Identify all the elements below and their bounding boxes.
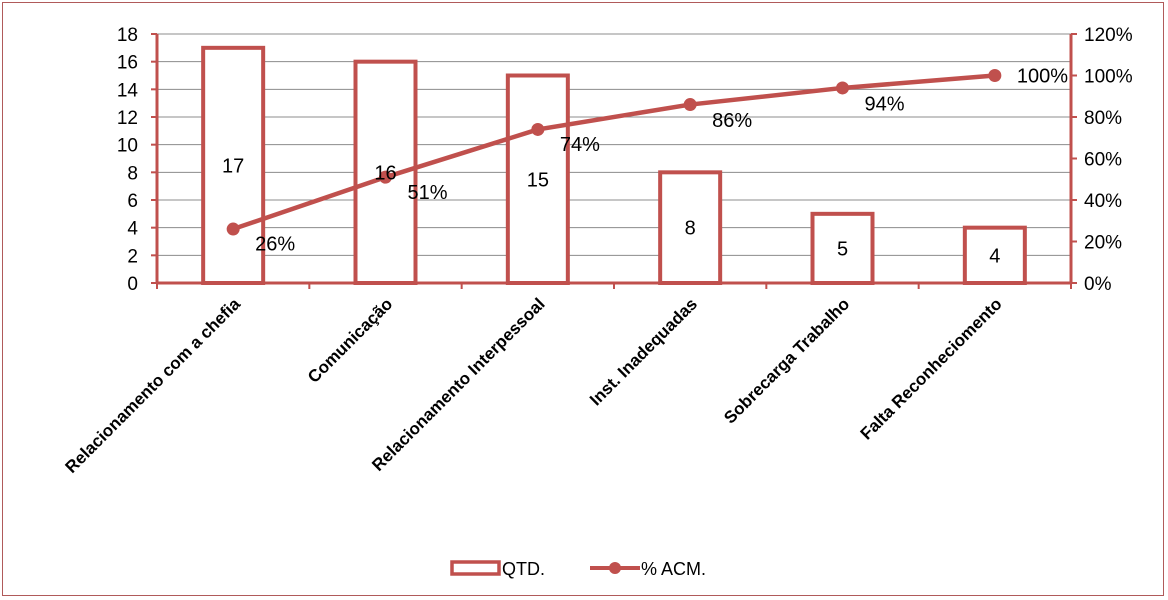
right-tick-label: 40% bbox=[1084, 191, 1122, 212]
line-path bbox=[232, 73, 996, 232]
category-label: Inst. Inadequadas bbox=[586, 294, 701, 409]
right-tick-label: 0% bbox=[1084, 274, 1112, 295]
line-series bbox=[226, 69, 1002, 236]
gridlines bbox=[157, 33, 1071, 256]
line-data-label: 74% bbox=[560, 134, 600, 156]
category-labels: Relacionamento com a chefia ComunicaçãoRe… bbox=[62, 294, 1006, 477]
category-label: Relacionamento com a chefia bbox=[62, 294, 245, 477]
left-tick-label: 16 bbox=[117, 53, 138, 74]
line-data-labels: 26% 51% 74% 86% 94% 100% bbox=[255, 66, 1068, 256]
line-point bbox=[836, 81, 849, 95]
category-label: Relacionamento Interpessoal bbox=[368, 294, 548, 474]
line-point bbox=[379, 170, 392, 184]
category-label: Falta Reconheciomento bbox=[857, 294, 1006, 443]
legend-bar-label: QTD. bbox=[502, 559, 545, 579]
bar-data-label: 15 bbox=[527, 169, 549, 191]
left-tick-label: 2 bbox=[127, 246, 138, 267]
line-data-label: 26% bbox=[255, 234, 295, 256]
right-axis-ticks: 0% 20% 40% 60% 80% 100% 120% bbox=[1084, 25, 1133, 295]
line-point bbox=[683, 98, 697, 112]
left-tick-label: 8 bbox=[127, 163, 138, 184]
left-tick-label: 6 bbox=[127, 191, 138, 212]
left-tick-label: 4 bbox=[127, 219, 138, 240]
line-data-label: 51% bbox=[408, 182, 448, 204]
bar-data-label: 17 bbox=[222, 155, 244, 177]
legend-line-marker bbox=[609, 562, 621, 574]
left-tick-label: 0 bbox=[127, 274, 138, 295]
legend-bar-swatch bbox=[450, 560, 501, 576]
line-data-label: 86% bbox=[712, 110, 752, 132]
left-axis-ticks: 0 2 4 6 8 10 12 14 16 18 bbox=[117, 25, 139, 295]
line-data-label: 94% bbox=[865, 93, 905, 115]
left-tick-label: 14 bbox=[117, 80, 139, 101]
left-tick-label: 10 bbox=[117, 136, 138, 157]
line-data-label: 100% bbox=[1017, 66, 1068, 88]
left-tick-label: 12 bbox=[117, 108, 138, 129]
right-tick-label: 60% bbox=[1084, 150, 1122, 171]
legend: QTD. % ACM. bbox=[450, 559, 706, 579]
line-point bbox=[988, 69, 1002, 82]
axes bbox=[151, 33, 1077, 289]
legend-line-label: % ACM. bbox=[641, 559, 706, 579]
bar-data-label: 5 bbox=[837, 238, 848, 260]
line-point bbox=[531, 122, 545, 136]
right-tick-label: 20% bbox=[1084, 233, 1122, 254]
category-label: Sobrecarga Trabalho bbox=[720, 294, 853, 427]
bar-data-label: 4 bbox=[989, 245, 1000, 267]
bar-data-labels: 17 16 15 8 5 4 bbox=[222, 155, 1000, 267]
right-tick-label: 120% bbox=[1084, 25, 1133, 46]
line-point bbox=[226, 222, 240, 236]
bar-data-label: 8 bbox=[685, 218, 696, 240]
right-tick-label: 100% bbox=[1084, 67, 1133, 88]
category-label: Comunicação bbox=[304, 294, 396, 386]
bar-data-label: 16 bbox=[374, 162, 396, 184]
right-tick-label: 80% bbox=[1084, 108, 1122, 129]
left-tick-label: 18 bbox=[117, 25, 138, 46]
